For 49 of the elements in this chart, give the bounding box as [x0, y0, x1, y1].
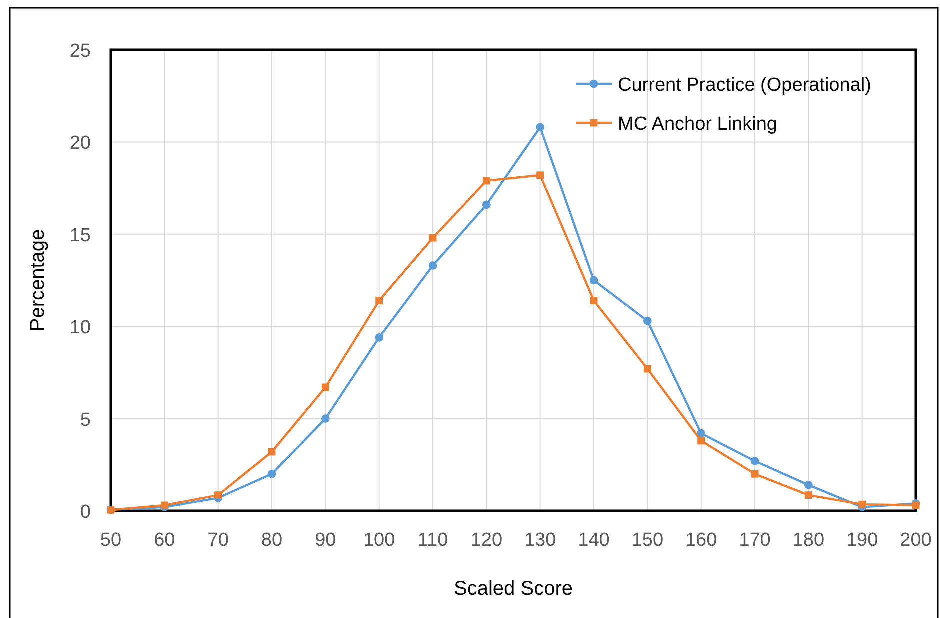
x-tick-label: 90: [315, 530, 336, 551]
x-tick-label: 140: [578, 530, 610, 551]
point: [697, 429, 706, 438]
point: [322, 384, 330, 392]
x-tick-label: 60: [154, 530, 176, 551]
point: [536, 172, 544, 180]
x-tick-label: 50: [100, 530, 122, 551]
x-tick-label: 70: [208, 530, 229, 551]
legend-label: MC Anchor Linking: [618, 114, 778, 135]
point: [751, 470, 759, 478]
y-tick-label: 0: [80, 502, 91, 523]
point: [268, 470, 276, 478]
x-tick-label: 120: [470, 530, 503, 551]
x-tick-label: 110: [418, 530, 448, 551]
point: [376, 297, 384, 304]
x-tick-label: 200: [900, 530, 932, 551]
y-tick-label: 5: [80, 410, 91, 431]
point: [590, 276, 598, 285]
point: [804, 481, 813, 490]
x-tick-label: 130: [524, 530, 556, 551]
point: [643, 316, 652, 326]
x-tick-label: 160: [685, 530, 718, 551]
point: [804, 492, 812, 500]
point: [214, 492, 222, 500]
legend-label: Current Practice (Operational): [618, 75, 872, 96]
y-tick-label: 15: [70, 225, 91, 246]
point: [858, 500, 866, 508]
point: [482, 177, 490, 185]
point: [482, 200, 491, 210]
point: [536, 123, 545, 132]
y-tick-label: 20: [70, 133, 91, 154]
point: [750, 457, 760, 466]
y-axis-title: Percentage: [27, 229, 49, 332]
point: [428, 262, 438, 270]
x-tick-label: 170: [739, 530, 771, 551]
y-tick-label: 25: [70, 41, 91, 62]
x-tick-label: 80: [261, 530, 283, 551]
point: [644, 365, 652, 373]
x-tick-label: 180: [792, 530, 825, 551]
x-tick-label: 190: [846, 530, 878, 551]
x-tick-label: 150: [632, 530, 664, 551]
point: [321, 414, 330, 423]
point: [429, 234, 437, 242]
y-tick-label: 10: [70, 318, 91, 339]
point: [375, 333, 384, 342]
point: [698, 437, 706, 445]
x-tick-label: 100: [363, 530, 396, 551]
x-axis-title: Scaled Score: [454, 578, 573, 600]
point: [590, 297, 598, 304]
